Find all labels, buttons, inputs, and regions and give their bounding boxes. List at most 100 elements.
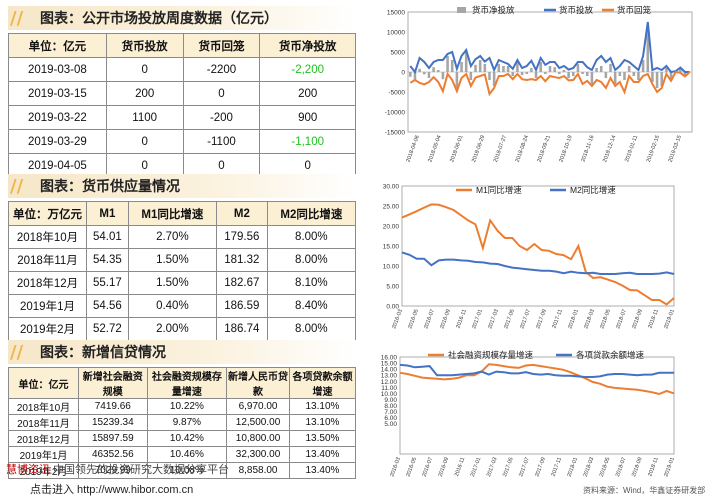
chart-credit-svg: 16.0015.0014.0013.0012.0011.0010.009.008… <box>381 350 676 478</box>
x-tick-label: 2018-11 <box>647 309 659 330</box>
chart-title-icon: // <box>10 341 24 363</box>
x-tick-label: 2016-03 <box>391 309 404 330</box>
table-cell: 2019年2月 <box>8 462 79 479</box>
y-tick-label: 5000 <box>391 50 406 57</box>
table-cell: 54.35 <box>86 248 129 272</box>
bar-net-injection <box>655 72 659 88</box>
table1: 单位：亿元 货币投放 货币回笼 货币净投放 2019-03-08 0 -2200 -2… <box>8 33 356 178</box>
bar-net-injection <box>567 72 570 78</box>
table-row: 2019-03-29 0 -1100 -1,100 <box>8 129 356 154</box>
bar-net-injection <box>469 72 473 80</box>
table-row: 2018年12月 55.17 1.50% 182.67 8.10% <box>8 271 357 295</box>
line-series-blue <box>399 363 674 378</box>
table3-header-cell: 新增人民币贷款 <box>226 367 290 399</box>
x-tick-label: 2018-09 <box>631 309 644 330</box>
table-row: 2019-03-22 1100 -200 900 <box>8 105 356 130</box>
y-tick-label: 10.00 <box>381 391 398 398</box>
table-cell: 0 <box>182 153 261 178</box>
bar-net-injection <box>627 66 631 72</box>
table-row: 2019年1月 54.56 0.40% 186.59 8.40% <box>8 294 357 318</box>
x-tick-label: 2018-01 <box>567 457 580 478</box>
table2-header-cell: M1同比增速 <box>127 201 218 226</box>
x-tick-label: 2017-01 <box>470 457 483 478</box>
table2-title-bar: // 图表：货币供应量情况 <box>8 174 356 198</box>
bar-net-injection <box>478 60 482 72</box>
table-cell: 2018年10月 <box>8 225 87 249</box>
x-tick-label: 2018-09-21 <box>537 135 552 163</box>
table-cell: 7419.66 <box>78 398 148 415</box>
bar-net-injection <box>585 72 589 76</box>
table3-title: 图表：新增信贷情况 <box>40 344 166 360</box>
table-cell: 2019年2月 <box>8 317 87 341</box>
x-tick-label: 2017-11 <box>551 309 563 330</box>
table-cell: -200 <box>182 105 261 130</box>
table-cell: 8.00% <box>266 317 357 341</box>
bar-net-injection <box>474 64 477 72</box>
table-cell: -1,100 <box>259 129 356 154</box>
table-row: 2018年10月 7419.66 10.22% 6,970.00 13.10% <box>8 398 357 415</box>
table-row: 2019年2月 52.72 2.00% 186.74 8.00% <box>8 317 357 341</box>
table-cell: 200 <box>105 81 184 106</box>
bar-net-injection <box>423 72 426 75</box>
table-cell: 46352.56 <box>78 446 148 463</box>
table2-header-cell: M2 <box>216 201 268 226</box>
bar-net-injection <box>516 62 519 72</box>
table-cell: 2019-03-08 <box>8 57 107 82</box>
x-tick-label: 2018-03 <box>583 309 596 330</box>
bar-net-injection <box>641 60 645 72</box>
x-tick-label: 2019-02-15 <box>646 135 661 163</box>
table1-header-cell: 货币净投放 <box>259 33 356 58</box>
table-cell: 186.59 <box>216 294 268 318</box>
footer-link[interactable]: 点击进入 http://www.hibor.com.cn <box>30 484 194 496</box>
table-cell: 2.70% <box>127 225 218 249</box>
bar-net-injection <box>562 70 566 72</box>
bar-net-injection <box>618 72 622 76</box>
table-cell: 0 <box>259 153 356 178</box>
bar-net-injection <box>530 68 533 72</box>
bar-net-injection <box>497 64 501 72</box>
table3-header-cell: 新增社会融资规模 <box>78 367 148 399</box>
table-cell: 9.87% <box>146 414 228 431</box>
bar-net-injection <box>646 24 650 72</box>
y-tick-label: 6.00 <box>384 415 397 422</box>
x-tick-label: 2018-05 <box>599 309 612 330</box>
table-cell: 13.40% <box>288 462 357 479</box>
y-tick-label: 12.00 <box>381 379 398 386</box>
table-row: 2018年10月 54.01 2.70% 179.56 8.00% <box>8 225 357 249</box>
table-cell: 8.00% <box>266 248 357 272</box>
table-row: 2019年2月 7029.99 10.08% 8,858.00 13.40% <box>8 462 357 479</box>
table-cell: 2019-03-15 <box>8 81 107 106</box>
table2-header-cell: 单位：万亿元 <box>8 201 87 226</box>
bar-net-injection <box>539 62 542 72</box>
table-cell: 2018年10月 <box>8 398 79 415</box>
y-tick-label: 25.00 <box>383 204 400 211</box>
bar-net-injection <box>492 72 496 86</box>
bar-net-injection <box>571 72 575 76</box>
table-row: 2019-03-08 0 -2200 -2,200 <box>8 57 356 82</box>
legend-label: 货币回笼 <box>617 5 652 15</box>
y-tick-label: 16.00 <box>381 355 398 362</box>
table-cell: -1100 <box>182 129 261 154</box>
table-cell: 0.40% <box>127 294 218 318</box>
x-tick-label: 2017-03 <box>487 309 500 330</box>
y-tick-label: 11.00 <box>381 385 397 392</box>
x-tick-label: 2016-03 <box>389 457 402 478</box>
bar-net-injection <box>637 72 640 80</box>
bar-net-injection <box>409 72 412 77</box>
bar-net-injection <box>660 72 664 86</box>
legend-label: 各项贷款余额增速 <box>576 350 645 360</box>
line-injection <box>409 21 690 75</box>
bar-net-injection <box>590 72 594 84</box>
x-tick-label: 2018-12-14 <box>602 135 617 163</box>
table-cell: 2018年12月 <box>8 430 79 447</box>
bar-net-injection <box>418 68 421 72</box>
table-cell: 1.50% <box>127 248 218 272</box>
chart-money-supply-svg: 30.00 25.00 20.00 15.00 10.00 5.00 0.002016-03… <box>383 184 676 330</box>
bar-net-injection <box>502 66 505 72</box>
x-tick-label: 2016-07 <box>422 457 435 478</box>
bar-net-injection <box>432 67 435 72</box>
table-cell: 186.74 <box>216 317 268 341</box>
table-cell: 7029.99 <box>78 462 148 479</box>
table-cell: 0 <box>105 57 184 82</box>
bar-net-injection <box>450 60 454 72</box>
